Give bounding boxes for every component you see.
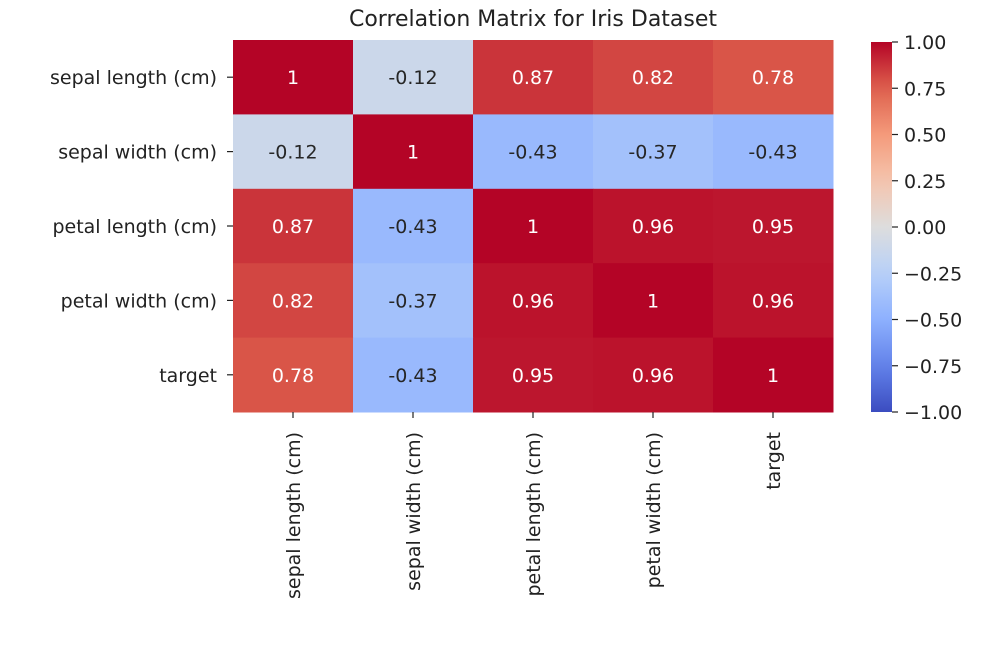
colorbar-tick-label: 1.00 xyxy=(904,32,946,54)
cell-annotation: -0.37 xyxy=(628,142,677,164)
colorbar-gradient xyxy=(871,42,892,412)
x-axis-ticks: sepal length (cm) sepal width (cm) petal l… xyxy=(283,412,785,599)
cell-annotation: 1 xyxy=(767,365,779,387)
cell-annotation: 0.82 xyxy=(272,290,314,312)
cell-annotation: 1 xyxy=(407,142,419,164)
heatmap-cell-r3-c1 xyxy=(353,263,474,339)
colorbar-tick-label: −0.25 xyxy=(904,263,962,285)
heatmap-cell-r1-c0 xyxy=(233,114,354,190)
cell-annotation: 0.87 xyxy=(272,216,314,238)
cell-annotation: -0.43 xyxy=(748,142,797,164)
colorbar-tick-label: −1.00 xyxy=(904,402,962,424)
y-tick-label: sepal width (cm) xyxy=(58,142,217,164)
heatmap-cell-r1-c1 xyxy=(353,114,474,190)
x-tick-label: sepal length (cm) xyxy=(283,432,305,599)
colorbar-tick-label: −0.50 xyxy=(904,310,962,332)
chart-title: Correlation Matrix for Iris Dataset xyxy=(349,7,717,32)
cell-annotation: -0.43 xyxy=(388,216,437,238)
x-tick-label: sepal width (cm) xyxy=(403,432,425,591)
heatmap-cell-r0-c2 xyxy=(473,40,594,115)
cell-annotation: 0.78 xyxy=(272,365,314,387)
cell-annotation: -0.12 xyxy=(268,142,317,164)
cell-annotations: 1 -0.12 0.87 0.82 0.78 -0.12 1 -0.43 -0.37 -0.43 0… xyxy=(268,67,797,387)
cell-annotation: 0.96 xyxy=(752,290,794,312)
heatmap-cell-r0-c0 xyxy=(233,40,354,115)
heatmap-cell-r0-c4 xyxy=(713,40,834,115)
heatmap-cell-r2-c1 xyxy=(353,188,474,264)
colorbar: 1.00 0.75 0.50 0.25 0.00 −0.25 −0.50 −0.75 −1.00 xyxy=(871,32,962,424)
cell-annotation: -0.43 xyxy=(508,142,557,164)
heatmap-cell-r3-c4 xyxy=(713,263,834,339)
colorbar-tick-label: 0.00 xyxy=(904,217,946,239)
heatmap-cell-r2-c0 xyxy=(233,188,354,264)
heatmap-cell-r4-c3 xyxy=(593,337,714,413)
heatmap-cell-r1-c4 xyxy=(713,114,834,190)
cell-annotation: 1 xyxy=(527,216,539,238)
heatmap-cell-r1-c2 xyxy=(473,114,594,190)
cell-annotation: 0.96 xyxy=(512,290,554,312)
heatmap-cell-r4-c1 xyxy=(353,337,474,413)
heatmap-cells xyxy=(233,40,834,413)
y-axis-ticks: sepal length (cm) sepal width (cm) petal l… xyxy=(50,67,233,387)
heatmap-cell-r3-c3 xyxy=(593,263,714,339)
y-tick-label: petal width (cm) xyxy=(61,290,217,312)
cell-annotation: -0.43 xyxy=(388,365,437,387)
cell-annotation: 0.78 xyxy=(752,67,794,89)
cell-annotation: 0.96 xyxy=(632,216,674,238)
heatmap-cell-r0-c3 xyxy=(593,40,714,115)
heatmap-cell-r4-c4 xyxy=(713,337,834,413)
heatmap-cell-r4-c2 xyxy=(473,337,594,413)
cell-annotation: 0.82 xyxy=(632,67,674,89)
colorbar-tick-label: 0.50 xyxy=(904,125,946,147)
x-tick-label: petal length (cm) xyxy=(523,432,545,597)
y-tick-label: target xyxy=(159,365,217,387)
cell-annotation: 0.87 xyxy=(512,67,554,89)
heatmap-cell-r2-c4 xyxy=(713,188,834,264)
heatmap-cell-r2-c2 xyxy=(473,188,594,264)
colorbar-tick-label: 0.25 xyxy=(904,171,946,193)
heatmap-cell-r1-c3 xyxy=(593,114,714,190)
x-tick-label: petal width (cm) xyxy=(643,432,665,588)
colorbar-tick-label: 0.75 xyxy=(904,78,946,100)
cell-annotation: 0.96 xyxy=(632,365,674,387)
cell-annotation: 0.95 xyxy=(512,365,554,387)
cell-annotation: -0.12 xyxy=(388,67,437,89)
heatmap-cell-r3-c2 xyxy=(473,263,594,339)
heatmap-cell-r4-c0 xyxy=(233,337,354,413)
y-tick-label: sepal length (cm) xyxy=(50,67,217,89)
x-tick-label: target xyxy=(763,432,785,490)
heatmap-cell-r3-c0 xyxy=(233,263,354,339)
heatmap-cell-r0-c1 xyxy=(353,40,474,115)
cell-annotation: 1 xyxy=(647,290,659,312)
y-tick-label: petal length (cm) xyxy=(52,216,217,238)
heatmap-cell-r2-c3 xyxy=(593,188,714,264)
cell-annotation: 0.95 xyxy=(752,216,794,238)
cell-annotation: 1 xyxy=(287,67,299,89)
colorbar-tick-label: −0.75 xyxy=(904,356,962,378)
cell-annotation: -0.37 xyxy=(388,290,437,312)
